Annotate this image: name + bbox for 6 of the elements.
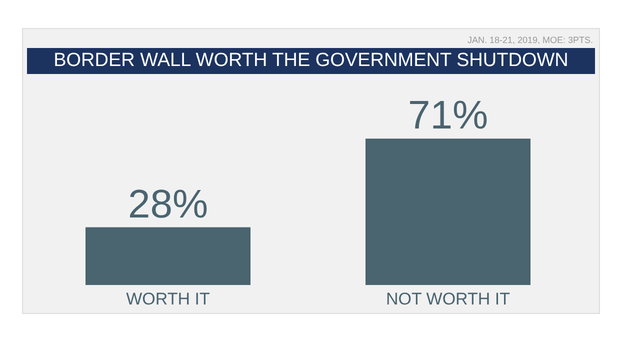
data-label: 28% <box>128 182 208 226</box>
data-label: 71% <box>408 94 488 138</box>
text: JAN. 18-21, 2019, MOE: 3PTS. <box>467 35 593 45</box>
x-tick-label: WORTH IT <box>126 290 210 308</box>
x-tick-label: NOT WORTH IT <box>386 290 510 308</box>
chart-title: BORDER WALL WORTH THE GOVERNMENT SHUTDOWN <box>27 48 595 74</box>
